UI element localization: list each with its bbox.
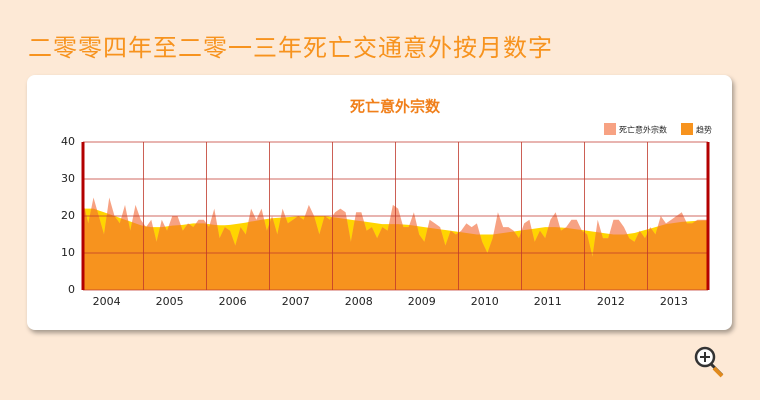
y-tick-label: 10 (61, 246, 75, 259)
zoom-icon[interactable] (694, 346, 724, 378)
y-tick-label: 0 (68, 283, 75, 296)
x-tick-label: 2009 (408, 295, 436, 308)
chart-title: 死亡意外宗数 (350, 98, 441, 116)
x-tick-label: 2012 (597, 295, 625, 308)
y-tick-label: 40 (61, 135, 75, 148)
legend-swatch (681, 123, 693, 135)
x-tick-label: 2013 (660, 295, 688, 308)
y-tick-label: 20 (61, 209, 75, 222)
x-tick-label: 2008 (345, 295, 373, 308)
x-tick-label: 2006 (219, 295, 247, 308)
page-title: 二零零四年至二零一三年死亡交通意外按月数字 (28, 34, 553, 62)
x-tick-label: 2007 (282, 295, 310, 308)
y-tick-label: 30 (61, 172, 75, 185)
x-tick-label: 2004 (93, 295, 121, 308)
x-tick-label: 2005 (156, 295, 184, 308)
legend-label: 趋势 (696, 125, 712, 135)
x-tick-label: 2011 (534, 295, 562, 308)
legend-label: 死亡意外宗数 (619, 125, 667, 135)
legend-swatch (604, 123, 616, 135)
x-tick-label: 2010 (471, 295, 499, 308)
